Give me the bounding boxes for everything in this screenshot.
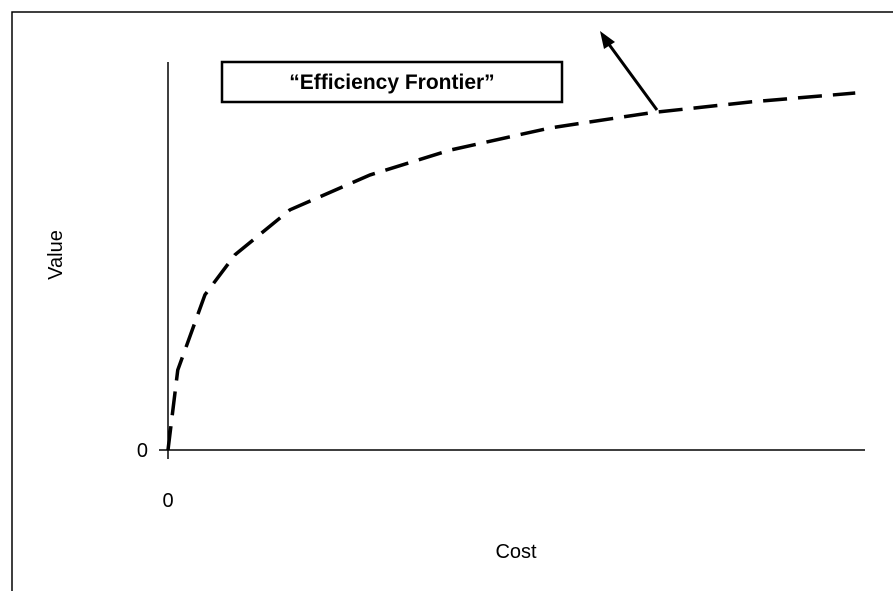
y-tick-label: 0 — [137, 440, 148, 462]
annotation: “Efficiency Frontier” — [289, 71, 494, 94]
y-axis-label: Value — [45, 230, 67, 280]
annotation-arrow — [606, 42, 659, 111]
x-axis-label: Cost — [495, 541, 537, 563]
frame — [11, 11, 893, 591]
x-tick-label: 0 — [162, 490, 173, 512]
arrow-head — [600, 31, 615, 49]
annotation-box — [220, 60, 564, 104]
frontier-line — [166, 91, 856, 451]
